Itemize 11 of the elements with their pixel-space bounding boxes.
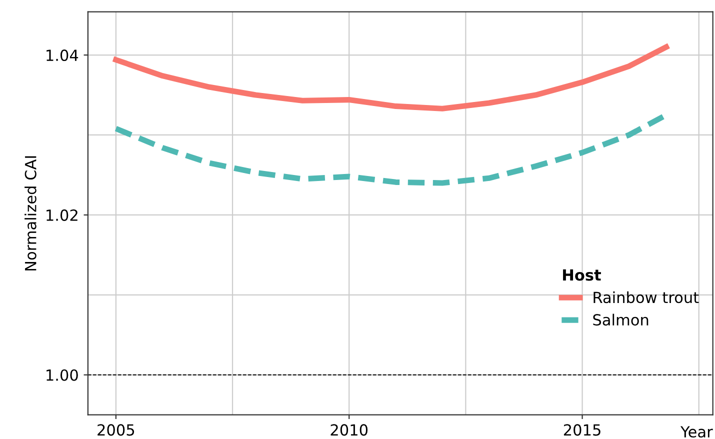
legend-label: Salmon	[593, 314, 648, 326]
legend-title: Host	[563, 269, 601, 281]
y-tick-label: 1.04	[46, 49, 78, 62]
x-tick-label: 2015	[564, 424, 600, 436]
y-tick-label: 1.00	[46, 369, 78, 381]
y-tick-label: 1.02	[46, 209, 78, 221]
x-tick-label: 2010	[330, 424, 368, 436]
x-axis-title: Year	[680, 426, 713, 438]
legend-label: Rainbow trout	[594, 291, 699, 304]
y-axis-title: Normalized CAI	[24, 156, 36, 270]
x-tick-label: 2005	[98, 424, 134, 436]
